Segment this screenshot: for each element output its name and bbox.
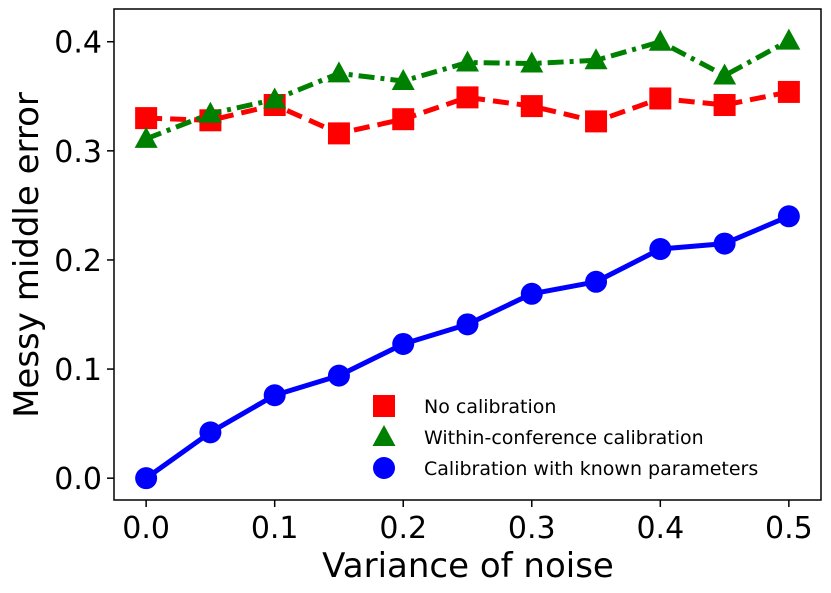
y-tick-label: 0.1 <box>54 353 102 388</box>
data-point <box>585 110 608 133</box>
data-point <box>649 87 672 110</box>
data-point <box>391 69 415 91</box>
plot-frame <box>113 8 822 501</box>
series-line <box>146 89 790 136</box>
legend-item: Within-conference calibration <box>372 425 704 449</box>
data-point <box>584 48 608 70</box>
data-point <box>263 384 286 407</box>
x-tick-label: 0.5 <box>765 511 813 546</box>
data-point <box>198 101 222 123</box>
x-tick-label: 0.0 <box>122 511 170 546</box>
data-point <box>713 94 736 117</box>
series-0 <box>135 80 800 145</box>
data-point <box>520 95 543 118</box>
data-point <box>327 122 350 145</box>
y-axis-label: Messy middle error <box>7 92 47 418</box>
data-point <box>263 87 287 109</box>
legend-marker <box>373 395 395 417</box>
data-point <box>134 126 158 148</box>
data-point <box>777 80 800 103</box>
legend-label: Calibration with known parameters <box>424 458 758 480</box>
data-point <box>392 108 415 131</box>
x-axis-label: Variance of noise <box>322 546 614 586</box>
data-point <box>713 63 737 85</box>
legend-item: Calibration with known parameters <box>373 457 758 480</box>
data-point <box>392 332 415 355</box>
data-point <box>456 313 479 336</box>
x-tick-label: 0.4 <box>636 511 684 546</box>
y-tick-label: 0.2 <box>54 244 102 279</box>
data-point <box>648 29 672 51</box>
data-point <box>135 107 158 130</box>
legend-item: No calibration <box>373 395 556 418</box>
data-point <box>135 467 158 490</box>
y-tick-label: 0.0 <box>54 462 102 497</box>
series-1 <box>134 28 801 148</box>
x-tick-label: 0.2 <box>379 511 427 546</box>
data-point <box>520 51 544 73</box>
legend-label: Within-conference calibration <box>424 427 704 449</box>
x-tick-label: 0.1 <box>251 511 299 546</box>
data-point <box>777 28 801 50</box>
legend: No calibration Within-conference calibrat… <box>372 395 758 480</box>
data-point <box>327 364 350 387</box>
legend-label: No calibration <box>424 396 556 418</box>
x-tick-label: 0.3 <box>508 511 556 546</box>
data-point <box>585 270 608 293</box>
series-2 <box>135 205 800 490</box>
y-tick-label: 0.3 <box>54 135 102 170</box>
data-point <box>520 282 543 305</box>
data-point <box>327 61 351 83</box>
y-tick-label: 0.4 <box>54 26 102 61</box>
legend-marker <box>372 425 396 446</box>
data-point <box>713 232 736 255</box>
series-layer <box>134 28 801 490</box>
ticks-layer: 0.0 0.1 0.2 0.3 0.4 0.5 0.0 0.1 0.2 0.3 0.4 <box>54 26 812 546</box>
data-point <box>456 86 479 109</box>
data-point <box>456 50 479 72</box>
data-point <box>777 205 800 228</box>
data-point <box>199 421 222 444</box>
legend-marker <box>373 457 395 479</box>
data-point <box>649 238 672 261</box>
